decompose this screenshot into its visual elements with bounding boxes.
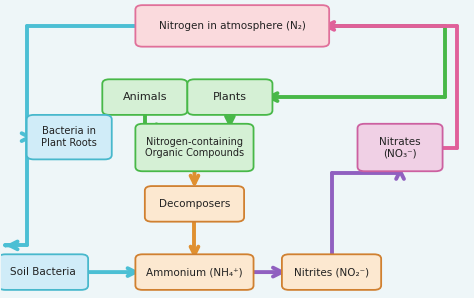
Text: Soil Bacteria: Soil Bacteria [10, 267, 76, 277]
Text: Decomposers: Decomposers [159, 199, 230, 209]
Text: Nitrogen-containing
Organic Compounds: Nitrogen-containing Organic Compounds [145, 137, 244, 158]
Text: Ammonium (NH₄⁺): Ammonium (NH₄⁺) [146, 267, 243, 277]
FancyBboxPatch shape [0, 254, 88, 290]
FancyBboxPatch shape [136, 124, 254, 171]
FancyBboxPatch shape [102, 79, 187, 115]
FancyBboxPatch shape [282, 254, 381, 290]
Text: Nitrogen in atmosphere (N₂): Nitrogen in atmosphere (N₂) [159, 21, 306, 31]
FancyBboxPatch shape [136, 5, 329, 47]
Text: Nitrites (NO₂⁻): Nitrites (NO₂⁻) [294, 267, 369, 277]
Text: Nitrates
(NO₃⁻): Nitrates (NO₃⁻) [379, 137, 421, 158]
FancyBboxPatch shape [145, 186, 244, 222]
Text: Animals: Animals [123, 92, 167, 102]
Text: Plants: Plants [213, 92, 247, 102]
FancyBboxPatch shape [357, 124, 443, 171]
Text: Bacteria in
Plant Roots: Bacteria in Plant Roots [41, 126, 97, 148]
FancyBboxPatch shape [27, 115, 112, 159]
FancyBboxPatch shape [187, 79, 273, 115]
FancyBboxPatch shape [136, 254, 254, 290]
